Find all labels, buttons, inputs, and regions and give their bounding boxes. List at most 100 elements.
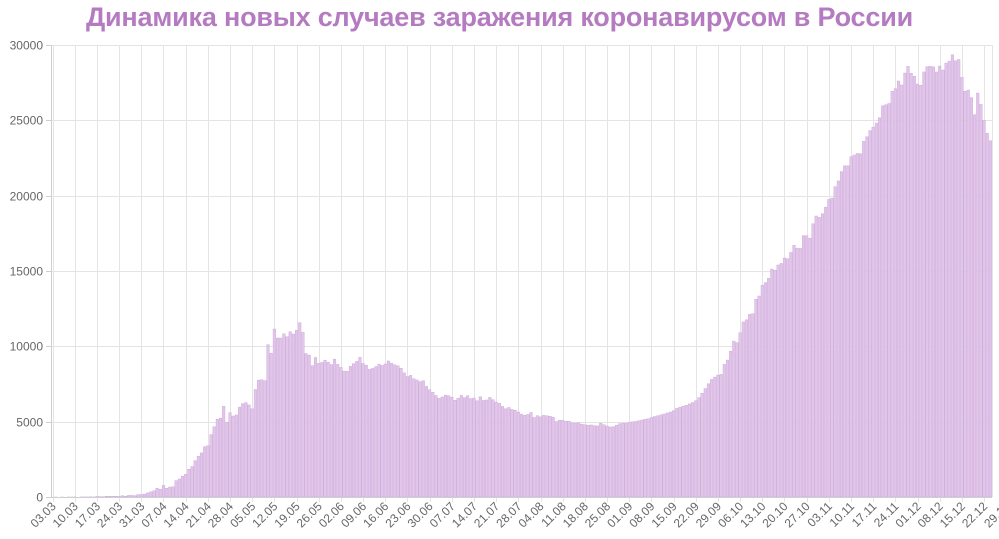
bar: [206, 445, 210, 498]
bar: [710, 379, 714, 498]
bar: [627, 422, 631, 498]
bar: [497, 403, 501, 498]
bar: [377, 363, 381, 498]
bar: [957, 59, 961, 498]
bar: [279, 337, 283, 498]
bar: [681, 406, 685, 498]
bar: [840, 171, 844, 498]
bar: [757, 295, 761, 498]
bar: [165, 488, 169, 498]
bar: [396, 365, 400, 498]
bar: [111, 496, 115, 498]
bar: [295, 330, 299, 498]
bar: [304, 353, 308, 498]
bar: [130, 495, 134, 498]
bar: [874, 122, 878, 498]
bar: [437, 398, 441, 498]
bar: [478, 396, 482, 498]
bar: [900, 84, 904, 498]
bar: [548, 416, 552, 498]
bars: [54, 54, 992, 498]
bar: [754, 298, 758, 498]
bar: [168, 486, 172, 498]
y-tick-label: 5000: [16, 416, 43, 430]
bar: [257, 379, 261, 498]
bar: [402, 372, 406, 498]
bar: [976, 92, 980, 498]
bar: [545, 415, 549, 498]
bar: [364, 364, 368, 498]
bar: [969, 97, 973, 498]
bar: [149, 491, 153, 498]
bar: [155, 488, 159, 498]
bar: [266, 344, 270, 498]
bar: [849, 156, 853, 498]
bar: [963, 91, 967, 498]
bar: [789, 252, 793, 498]
bar: [507, 407, 511, 498]
bar: [909, 72, 913, 498]
bar: [618, 423, 622, 498]
bar: [884, 104, 888, 498]
chart-title: Динамика новых случаев заражения коронав…: [86, 2, 913, 32]
bar: [323, 360, 327, 498]
bar: [846, 165, 850, 498]
bar: [859, 153, 863, 498]
bar: [573, 423, 577, 498]
bar: [589, 424, 593, 498]
bar: [412, 378, 416, 498]
bar: [570, 422, 574, 498]
bar: [421, 380, 425, 498]
bar: [767, 278, 771, 498]
bar: [247, 404, 251, 498]
bar: [475, 400, 479, 498]
bar: [779, 263, 783, 498]
bar: [808, 237, 812, 498]
bar: [558, 419, 562, 498]
bar: [180, 475, 184, 498]
bar: [985, 132, 989, 498]
bar: [922, 71, 926, 498]
bar: [941, 69, 945, 498]
bar: [523, 414, 527, 498]
bar: [903, 72, 907, 498]
bar: [222, 406, 226, 498]
bar: [516, 411, 520, 498]
bar: [355, 361, 359, 498]
bar: [906, 66, 910, 498]
bar: [263, 380, 267, 498]
bar: [703, 388, 707, 498]
bar: [199, 452, 203, 498]
y-tick-label: 15000: [10, 265, 44, 279]
bar: [615, 425, 619, 498]
bar: [253, 389, 257, 498]
bar: [668, 411, 672, 498]
bar: [824, 206, 828, 498]
bar: [127, 495, 131, 498]
bar: [409, 375, 413, 498]
bar: [114, 496, 118, 498]
bar: [551, 416, 555, 498]
bar: [719, 374, 723, 498]
bar: [912, 75, 916, 498]
bar: [428, 389, 432, 498]
bar: [386, 360, 390, 498]
bar: [843, 165, 847, 498]
bar: [836, 180, 840, 498]
bar: [608, 426, 612, 498]
bar: [152, 490, 156, 498]
bar: [352, 363, 356, 498]
bar: [383, 363, 387, 498]
bar: [285, 336, 289, 498]
bar: [773, 270, 777, 498]
bar: [361, 363, 365, 498]
bar: [599, 422, 603, 498]
bar: [817, 217, 821, 498]
bar: [770, 268, 774, 498]
bar: [716, 374, 720, 498]
bar: [729, 350, 733, 498]
bar: [960, 77, 964, 498]
bar: [329, 364, 333, 498]
bar: [684, 405, 688, 498]
